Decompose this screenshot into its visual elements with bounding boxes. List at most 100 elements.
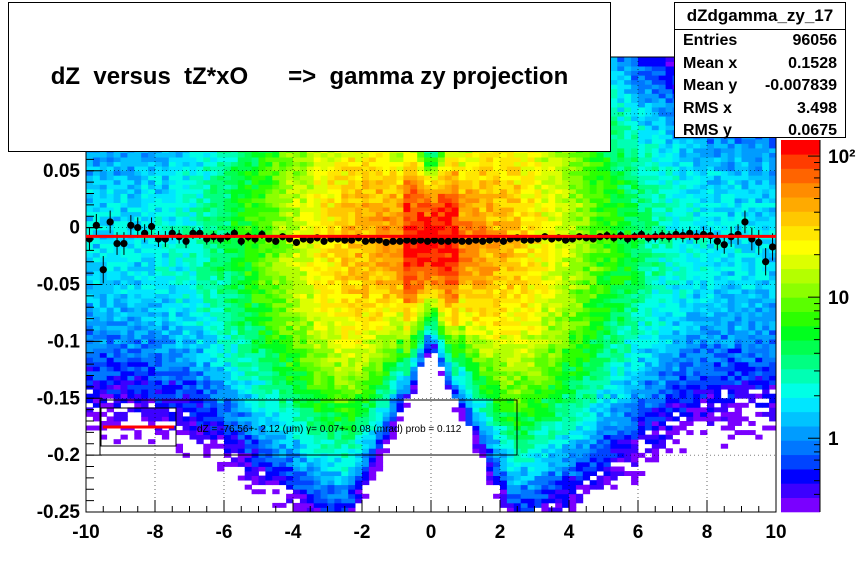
heatmap-cell (217, 207, 225, 213)
heatmap-cell (355, 279, 363, 285)
heatmap-cell (486, 434, 494, 440)
heatmap-cell (113, 370, 121, 376)
heatmap-cell (86, 343, 94, 349)
heatmap-cell (120, 225, 128, 231)
heatmap-cell (286, 279, 294, 285)
heatmap-cell (299, 502, 308, 508)
heatmap-cell (306, 443, 315, 449)
heatmap-cell (375, 257, 384, 263)
heatmap-cell (424, 193, 432, 199)
heatmap-cell (244, 202, 252, 208)
heatmap-cell (368, 266, 377, 272)
heatmap-cell (396, 188, 404, 194)
heatmap-cell (424, 307, 432, 313)
heatmap-cell (244, 393, 252, 399)
heatmap-cell (348, 284, 356, 290)
heatmap-cell (258, 430, 266, 436)
heatmap-cell (403, 343, 411, 349)
heatmap-cell (431, 157, 439, 163)
heatmap-cell (168, 261, 177, 267)
heatmap-cell (382, 421, 390, 426)
heatmap-cell (396, 357, 404, 363)
heatmap-cell (334, 466, 342, 472)
heatmap-cell (389, 402, 397, 408)
heatmap-cell (306, 279, 315, 285)
heatmap-cell (99, 161, 108, 167)
heatmap-cell (106, 307, 114, 313)
heatmap-cell (148, 161, 156, 167)
heatmap-cell (203, 352, 211, 358)
heatmap-cell (210, 161, 218, 167)
heatmap-cell (382, 411, 390, 417)
heatmap-cell (486, 330, 494, 335)
heatmap-cell (92, 298, 101, 304)
heatmap-cell (306, 243, 315, 249)
heatmap-cell (175, 330, 183, 335)
heatmap-cell (210, 352, 218, 358)
heatmap-cell (396, 175, 404, 181)
heatmap-cell (265, 188, 273, 194)
heatmap-cell (320, 225, 328, 231)
heatmap-cell (458, 166, 466, 172)
heatmap-cell (265, 475, 273, 481)
heatmap-cell (210, 170, 218, 176)
heatmap-cell (306, 179, 315, 185)
heatmap-cell (279, 275, 287, 281)
heatmap-cell (382, 434, 390, 440)
heatmap-cell (486, 475, 494, 481)
heatmap-cell (168, 175, 177, 181)
heatmap-cell (99, 293, 108, 299)
heatmap-cell (182, 216, 190, 222)
heatmap-cell (244, 302, 252, 308)
heatmap-cell (196, 361, 204, 367)
heatmap-cell (120, 275, 128, 281)
heatmap-cell (230, 375, 239, 381)
heatmap-cell (265, 416, 273, 422)
heatmap-cell (293, 161, 301, 167)
heatmap-cell (251, 471, 259, 476)
heatmap-cell (148, 361, 156, 367)
heatmap-cell (127, 361, 135, 367)
heatmap-cell (327, 339, 335, 345)
heatmap-cell (479, 361, 487, 367)
heatmap-cell (286, 375, 294, 381)
heatmap-cell (327, 334, 335, 340)
heatmap-cell (113, 175, 121, 181)
heatmap-cell (196, 416, 204, 422)
heatmap-cell (168, 375, 177, 381)
heatmap-cell (92, 193, 101, 199)
heatmap-cell (472, 448, 480, 454)
heatmap-cell (382, 293, 390, 299)
heatmap-cell (348, 484, 356, 490)
heatmap-cell (265, 384, 273, 390)
heatmap-cell (348, 261, 356, 267)
heatmap-cell (168, 325, 177, 331)
heatmap-cell (99, 184, 108, 190)
heatmap-cell (437, 316, 446, 322)
heatmap-cell (479, 279, 487, 285)
heatmap-cell (141, 375, 149, 381)
heatmap-cell (224, 411, 232, 417)
heatmap-cell (155, 430, 163, 436)
heatmap-cell (403, 175, 411, 181)
heatmap-cell (341, 366, 349, 372)
heatmap-cell (417, 320, 425, 326)
heatmap-cell (334, 279, 342, 285)
heatmap-cell (86, 352, 94, 358)
heatmap-cell (341, 498, 349, 504)
heatmap-cell (472, 393, 480, 399)
heatmap-cell (99, 370, 108, 376)
heatmap-cell (155, 157, 163, 163)
heatmap-cell (286, 421, 294, 426)
heatmap-cell (92, 179, 101, 185)
heatmap-cell (286, 175, 294, 181)
heatmap-cell (327, 352, 335, 358)
heatmap-cell (203, 166, 211, 172)
heatmap-cell (382, 366, 390, 372)
heatmap-cell (189, 398, 197, 404)
heatmap-cell (306, 307, 315, 313)
heatmap-cell (237, 375, 246, 381)
heatmap-cell (203, 421, 211, 426)
heatmap-cell (265, 375, 273, 381)
heatmap-cell (120, 270, 128, 276)
